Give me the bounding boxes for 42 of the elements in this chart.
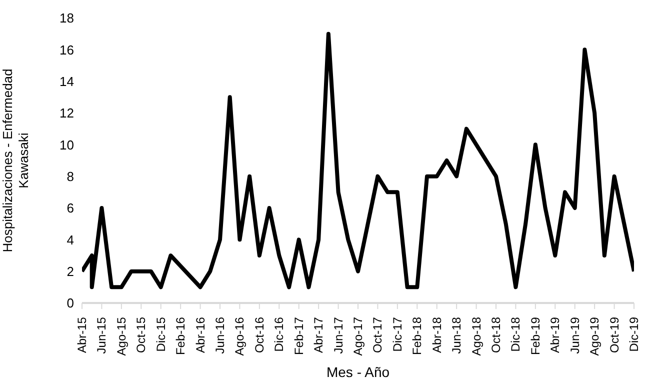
x-tick-label: Abr-15	[75, 316, 89, 354]
y-tick-label: 8	[66, 168, 74, 184]
y-tick-label: 16	[60, 42, 74, 58]
x-tick-label: Ago-18	[469, 316, 484, 356]
x-tick-label: Dic-17	[390, 316, 404, 352]
x-tick-label: Abr-17	[312, 316, 326, 354]
x-tick-label: Abr-18	[430, 316, 444, 354]
y-tick-label: 12	[60, 106, 74, 121]
y-tick-label: 6	[66, 200, 74, 216]
x-tick-label: Dic-19	[627, 316, 641, 352]
y-tick-label: 18	[60, 10, 74, 26]
x-tick-label: Dic-15	[154, 316, 168, 352]
x-tick-label: Ago-16	[232, 316, 247, 356]
x-tick-label: Oct-15	[134, 316, 148, 354]
x-tick-label: Ago-15	[114, 316, 128, 356]
line-series	[82, 32, 634, 290]
y-tick-label: 0	[66, 296, 74, 311]
x-tick-label: Oct-17	[370, 316, 385, 354]
x-tick-label: Ago-17	[351, 316, 365, 356]
x-tick-label: Jun-15	[94, 316, 109, 354]
x-tick-label: Feb-19	[528, 316, 542, 356]
x-tick-label: Feb-18	[410, 316, 424, 356]
y-tick-label: 4	[66, 232, 74, 248]
x-tick-label: Oct-19	[607, 316, 622, 354]
y-axis-title: Hospitalizaciones - Enfermedad Kawasaki	[0, 68, 31, 252]
x-tick-label: Jun-17	[331, 316, 346, 354]
x-tick-label: Jun-16	[213, 316, 227, 354]
x-tick-label: Jun-18	[450, 316, 464, 354]
x-tick-label: Abr-19	[548, 316, 562, 354]
y-tick-label: 14	[60, 74, 74, 89]
x-tick-label: Oct-16	[252, 316, 266, 354]
x-tick-label: Feb-16	[174, 316, 188, 356]
x-tick-label: Jun-19	[568, 316, 582, 354]
x-tick-label: Dic-18	[508, 316, 523, 352]
x-tick-label: Dic-16	[272, 316, 286, 352]
x-tick-label: Abr-16	[193, 316, 208, 354]
y-tick-label: 2	[66, 264, 74, 279]
x-tick-label: Ago-19	[588, 316, 602, 356]
y-tick-label: 10	[60, 137, 74, 152]
x-axis-title: Mes - Año	[326, 364, 390, 380]
x-tick-label: Feb-17	[292, 316, 306, 356]
x-tick-label: Oct-18	[489, 316, 503, 354]
